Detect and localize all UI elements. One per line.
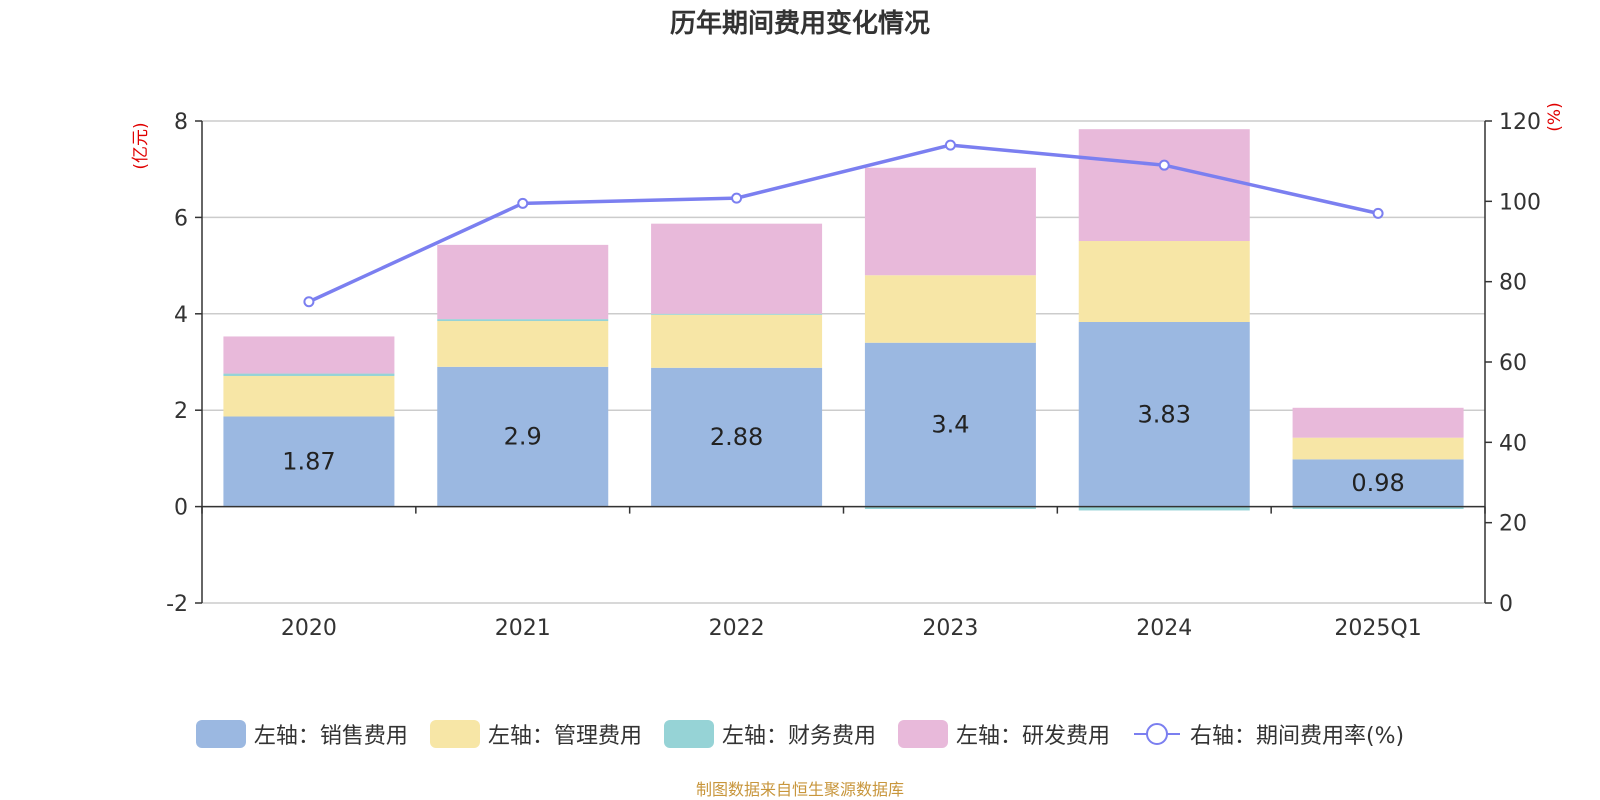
left-tick-label: 2 (174, 399, 188, 424)
rate-point (517, 197, 529, 209)
legend-label: 左轴：管理费用 (487, 724, 642, 749)
right-tick-label: 60 (1499, 351, 1527, 376)
left-tick-label: 6 (174, 206, 188, 231)
legend-swatch (195, 720, 246, 748)
legend-label: 左轴：销售费用 (253, 724, 408, 749)
bar-2021 (437, 366, 609, 507)
rate-point (731, 192, 743, 204)
bar-2024 (1078, 129, 1250, 242)
legend-line-icon (1133, 723, 1180, 745)
bars (223, 129, 1464, 511)
right-tick-label: 120 (1499, 110, 1541, 135)
data-label: 0.98 (1351, 469, 1404, 497)
source-footer: 制图数据来自恒生聚源数据库 (695, 780, 904, 799)
category-label: 2020 (281, 616, 337, 641)
right-tick-label: 80 (1499, 271, 1527, 296)
bar-2021 (437, 321, 609, 367)
legend: 左轴：销售费用 左轴：管理费用 左轴：财务费用 左轴：研发费用 右轴：期间费用率(%) (0, 718, 1600, 750)
data-label: 3.83 (1138, 400, 1191, 428)
bar-2023 (864, 275, 1036, 343)
data-label: 2.88 (710, 423, 763, 451)
bar-2022 (651, 367, 823, 507)
right-tick-label: 20 (1499, 512, 1527, 537)
bar-2020 (223, 336, 395, 374)
category-label: 2022 (709, 616, 765, 641)
bar-2022 (651, 314, 823, 368)
bar-2023 (864, 506, 1036, 510)
right-tick-label: 100 (1499, 190, 1541, 215)
left-axis-unit: (亿元) (131, 122, 151, 169)
right-tick-label: 0 (1499, 592, 1513, 617)
left-tick-label: 0 (174, 496, 188, 521)
category-label: 2025Q1 (1334, 616, 1421, 641)
chart-title: 历年期间费用变化情况 (669, 9, 930, 39)
rate-point (303, 296, 315, 308)
bar-2021 (437, 244, 609, 320)
bar-2020 (223, 375, 395, 417)
rate-line (303, 139, 1384, 308)
bar-2025Q1 (1292, 437, 1464, 460)
bar-2022 (651, 223, 823, 314)
legend-item[interactable]: 左轴：销售费用 (195, 718, 408, 750)
category-label: 2023 (922, 616, 978, 641)
legend-label: 右轴：期间费用率(%) (1189, 724, 1405, 749)
legend-swatch (429, 720, 480, 748)
left-tick-label: 4 (174, 303, 188, 328)
bar-2024 (1078, 321, 1250, 507)
bar-2021 (437, 319, 609, 322)
bar-2022 (651, 313, 823, 315)
bar-2025Q1 (1292, 459, 1464, 507)
legend-item[interactable]: 左轴：财务费用 (663, 718, 876, 750)
legend-swatch (897, 720, 948, 748)
bar-2024 (1078, 241, 1250, 322)
bar-2025Q1 (1292, 506, 1464, 510)
rate-point (944, 139, 956, 151)
legend-label: 左轴：研发费用 (955, 724, 1110, 749)
legend-swatch (663, 720, 714, 748)
rate-point (1372, 207, 1384, 219)
legend-item[interactable]: 左轴：研发费用 (897, 718, 1110, 750)
category-label: 2024 (1136, 616, 1192, 641)
bar-2025Q1 (1292, 407, 1464, 438)
bar-2024 (1078, 506, 1250, 511)
rate-line-path (308, 143, 1379, 304)
bar-2023 (864, 167, 1036, 276)
bar-2023 (864, 342, 1036, 507)
data-label: 1.87 (282, 448, 335, 476)
left-tick-label: 8 (174, 110, 188, 135)
bar-2020 (223, 416, 395, 507)
data-label: 3.4 (931, 411, 969, 439)
data-label: 2.9 (504, 423, 542, 451)
data-labels: 1.87 2.9 2.88 3.4 3.83 0.98 (282, 400, 1405, 497)
legend-label: 左轴：财务费用 (721, 724, 876, 749)
left-tick-label: -2 (166, 592, 188, 617)
category-label: 2021 (495, 616, 551, 641)
rate-point (1158, 159, 1170, 171)
legend-item[interactable]: 左轴：管理费用 (429, 718, 642, 750)
bar-2020 (223, 373, 395, 376)
legend-item[interactable]: 右轴：期间费用率(%) (1132, 718, 1404, 750)
right-tick-label: 40 (1499, 431, 1527, 456)
right-axis-unit: (%) (1545, 102, 1565, 131)
